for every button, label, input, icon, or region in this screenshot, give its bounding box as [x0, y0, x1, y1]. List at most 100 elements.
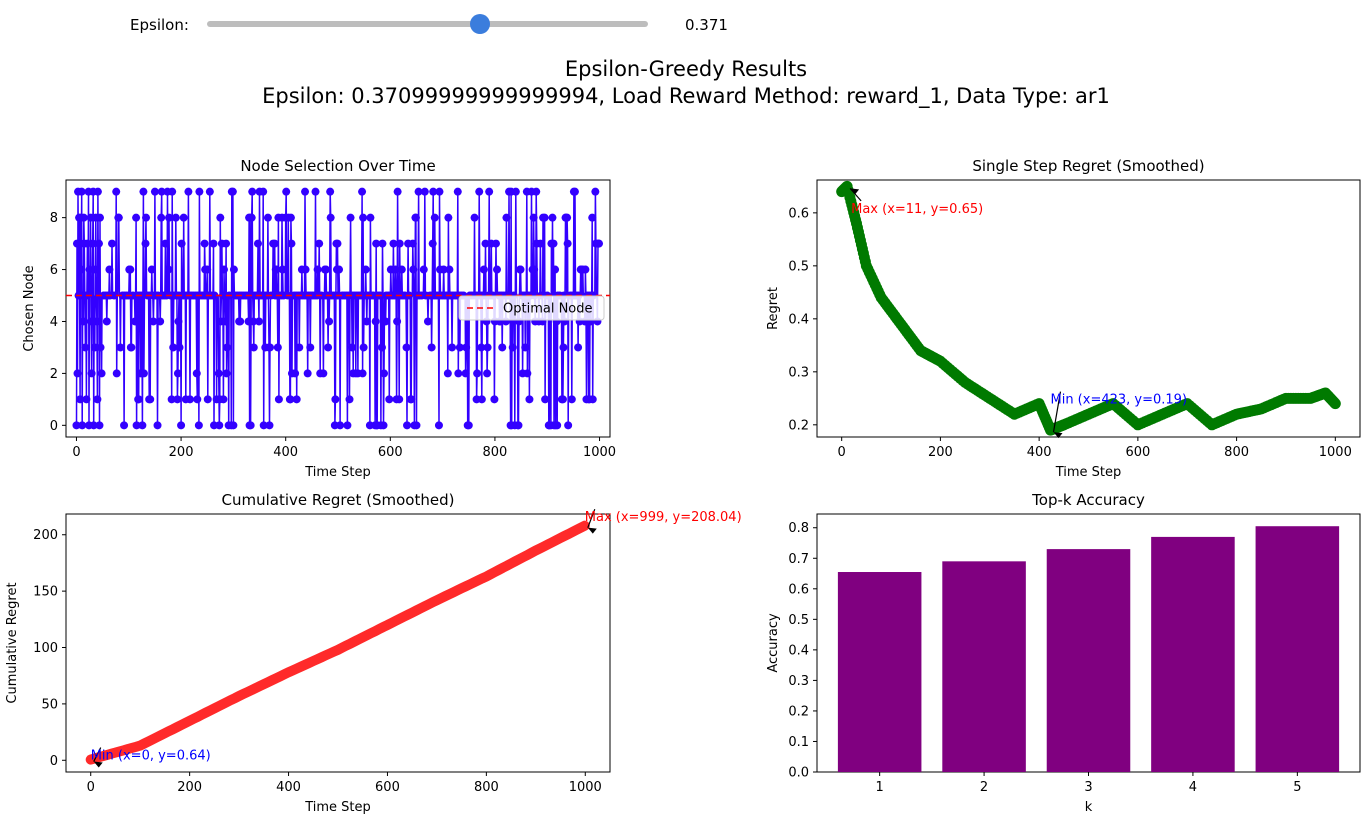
- y-axis-label: Chosen Node: [22, 265, 37, 351]
- node-selection-point: [246, 421, 255, 430]
- node-selection-point: [105, 265, 114, 274]
- node-selection-point: [229, 265, 238, 274]
- node-selection-point: [195, 187, 204, 196]
- node-selection-point: [222, 239, 231, 248]
- chart-title: Single Step Regret (Smoothed): [972, 157, 1204, 175]
- y-tick-label: 50: [41, 697, 58, 712]
- x-tick-label: 400: [1027, 445, 1052, 460]
- node-selection-point: [165, 213, 174, 222]
- node-selection-point: [483, 369, 492, 378]
- node-selection-point: [203, 395, 212, 404]
- node-selection-point: [177, 421, 186, 430]
- node-selection-point: [453, 187, 462, 196]
- node-selection-point: [259, 421, 268, 430]
- node-selection-point: [393, 187, 402, 196]
- y-tick-label: 0: [50, 754, 58, 769]
- node-selection-point: [88, 239, 97, 248]
- x-tick-label: 4: [1189, 780, 1197, 795]
- x-tick-label: 5: [1293, 780, 1301, 795]
- node-selection-point: [295, 343, 304, 352]
- node-selection-point: [77, 265, 86, 274]
- node-selection-point: [203, 265, 212, 274]
- node-selection-point: [381, 317, 390, 326]
- node-selection-point: [292, 395, 301, 404]
- node-selection-point: [473, 369, 482, 378]
- node-selection-point: [192, 369, 201, 378]
- x-tick-label: 800: [474, 780, 499, 795]
- node-selection-point: [76, 395, 85, 404]
- node-selection-point: [439, 265, 448, 274]
- accuracy-bar-k5: [1255, 526, 1340, 772]
- node-selection-point: [126, 265, 135, 274]
- node-selection-point: [219, 265, 228, 274]
- chart-3: Cumulative Regret (Smoothed) Time Step Cum…: [5, 491, 742, 815]
- y-tick-label: 0.2: [788, 704, 809, 719]
- node-selection-point: [112, 187, 121, 196]
- node-selection-point: [139, 187, 148, 196]
- node-selection-point: [153, 421, 162, 430]
- y-tick-label: 200: [33, 528, 58, 543]
- epsilon-slider-thumb[interactable]: [469, 14, 490, 34]
- node-selection-point: [358, 369, 367, 378]
- figure-title: Epsilon-Greedy Results: [565, 57, 807, 81]
- node-selection-point: [345, 395, 354, 404]
- node-selection-point: [395, 395, 404, 404]
- node-selection-point: [403, 421, 412, 430]
- node-selection-point: [97, 369, 106, 378]
- node-selection-point: [108, 239, 117, 248]
- annotation-label: Min (x=0, y=0.64): [91, 749, 211, 764]
- node-selection-point: [325, 317, 334, 326]
- x-tick-label: 600: [375, 780, 400, 795]
- node-selection-point: [336, 421, 345, 430]
- node-selection-point: [343, 421, 352, 430]
- node-selection-point: [462, 343, 471, 352]
- node-selection-point: [223, 343, 232, 352]
- node-selection-point: [171, 213, 180, 222]
- node-selection-point: [570, 187, 579, 196]
- node-selection-point: [214, 369, 223, 378]
- node-selection-point: [253, 239, 262, 248]
- legend-entry: Optimal Node: [503, 302, 593, 317]
- epsilon-slider-track[interactable]: [207, 14, 648, 34]
- legend: Optimal Node: [458, 295, 605, 321]
- node-selection-point: [278, 265, 287, 274]
- node-selection-point: [200, 239, 209, 248]
- annotation-arrow: [587, 509, 596, 528]
- node-selection-point: [265, 421, 274, 430]
- x-axis-label: k: [1085, 800, 1093, 815]
- node-selection-point: [529, 213, 538, 222]
- node-selection-point: [564, 421, 573, 430]
- x-tick-label: 200: [177, 780, 202, 795]
- chart-title: Top-k Accuracy: [1031, 491, 1145, 509]
- node-selection-point: [127, 343, 136, 352]
- node-selection-point: [540, 213, 549, 222]
- node-selection-point: [581, 265, 590, 274]
- node-selection-point: [412, 421, 421, 430]
- regret-line: [838, 182, 1339, 435]
- node-selection-point: [120, 421, 129, 430]
- node-selection-point: [93, 187, 102, 196]
- node-selection-point: [287, 239, 296, 248]
- node-selection-point: [377, 343, 386, 352]
- node-selection-point: [131, 317, 140, 326]
- node-selection-point: [177, 239, 186, 248]
- node-selection-point: [470, 213, 479, 222]
- node-selection-point: [209, 239, 218, 248]
- x-tick-label: 800: [1224, 445, 1249, 460]
- node-selection-point: [567, 395, 576, 404]
- y-tick-label: 0.3: [788, 674, 809, 689]
- x-tick-label: 1000: [569, 780, 602, 795]
- node-selection-point: [591, 187, 600, 196]
- node-selection-point: [563, 213, 572, 222]
- x-tick-label: 1000: [583, 445, 616, 460]
- node-selection-point: [110, 291, 119, 300]
- node-selection-point: [493, 265, 502, 274]
- x-tick-label: 200: [169, 445, 194, 460]
- node-selection-point: [79, 213, 88, 222]
- node-selection-point: [435, 187, 444, 196]
- x-axis-label: Time Step: [1055, 465, 1122, 480]
- node-selection-point: [402, 343, 411, 352]
- legend-box: [458, 295, 605, 321]
- node-selection-point: [91, 265, 100, 274]
- node-selection-point: [259, 187, 268, 196]
